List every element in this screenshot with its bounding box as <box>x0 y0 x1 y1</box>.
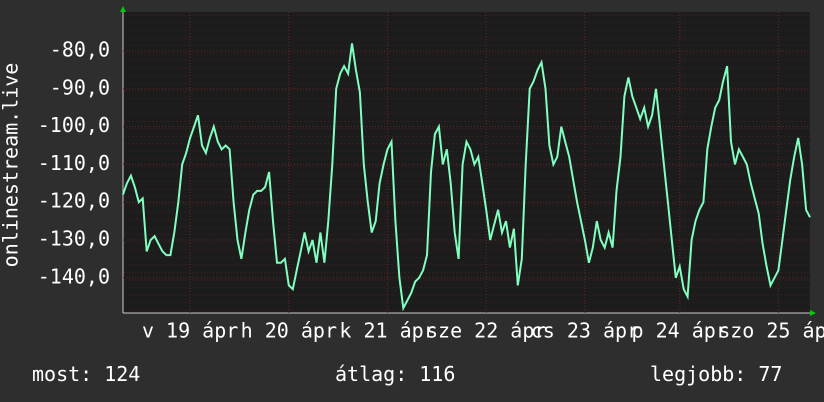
x-tick-label: v 19 ápr <box>142 319 238 343</box>
y-axis-arrow <box>120 6 126 12</box>
stat-value: 116 <box>419 362 455 386</box>
y-tick-label: -140,0 <box>38 264 110 288</box>
x-tick-label: k 21 ápr <box>339 319 435 343</box>
y-tick-label: -120,0 <box>38 189 110 213</box>
data-line <box>122 43 811 312</box>
x-tick-label: p 24 ápr <box>632 319 728 343</box>
stat: legjobb: 77 <box>650 362 782 386</box>
stat-value: 77 <box>758 362 782 386</box>
y-tick-label: -130,0 <box>38 227 110 251</box>
stat-label: most: <box>32 362 92 386</box>
x-tick-label: szo 25 ápr <box>718 319 824 343</box>
x-axis-arrow <box>810 310 816 316</box>
y-tick-label: -100,0 <box>38 113 110 137</box>
stat: most: 124 <box>32 362 140 386</box>
y-axis-label: onlinestream.live <box>0 63 23 268</box>
y-tick-label: -80,0 <box>50 37 110 61</box>
stat: átlag: 116 <box>335 362 455 386</box>
stat-value: 124 <box>104 362 140 386</box>
x-tick-label: cs 23 ápr <box>531 319 639 343</box>
y-tick-label: -90,0 <box>50 75 110 99</box>
x-tick-label: sze 22 ápr <box>426 319 546 343</box>
plot-area <box>123 12 810 313</box>
x-tick-label: h 20 ápr <box>241 319 337 343</box>
stat-label: legjobb: <box>650 362 746 386</box>
stat-label: átlag: <box>335 362 407 386</box>
y-tick-label: -110,0 <box>38 151 110 175</box>
